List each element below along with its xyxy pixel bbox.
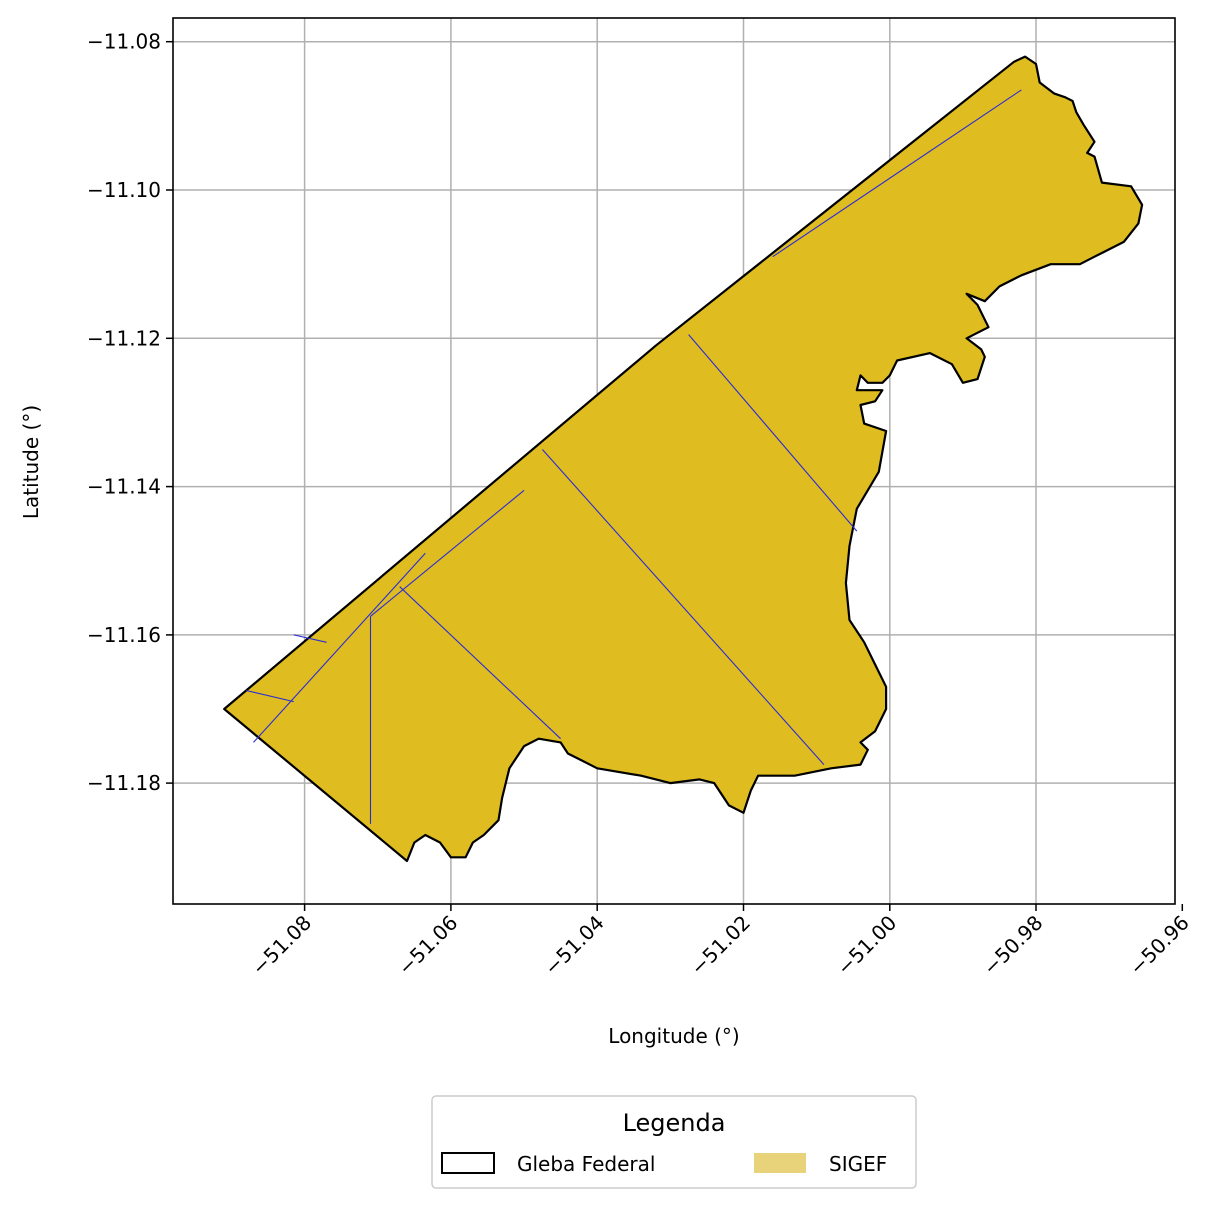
sigef-parcel-boundary: [293, 634, 327, 643]
x-tick-label: −51.06: [393, 911, 462, 980]
y-axis-label: Latitude (°): [19, 405, 43, 519]
sigef-parcel-boundary: [370, 489, 525, 617]
legend-title: Legenda: [623, 1109, 726, 1137]
legend-swatch-gleba-federal: [441, 1152, 495, 1174]
x-tick-label: −51.04: [539, 911, 608, 980]
x-tick-label: −51.08: [247, 911, 316, 980]
sigef-parcel-boundary: [772, 89, 1022, 258]
legend-label-sigef: SIGEF: [829, 1152, 887, 1176]
x-tick-label: −50.96: [1125, 911, 1194, 980]
gleba-federal-polygon: [223, 55, 1144, 863]
y-tick-label: −11.08: [87, 30, 161, 54]
x-tick-label: −50.98: [978, 911, 1047, 980]
sigef-parcel-boundary: [253, 552, 426, 743]
sigef-parcel-lines: [245, 89, 1022, 824]
y-tick-label: −11.10: [87, 178, 161, 202]
y-tick-label: −11.14: [87, 475, 161, 499]
legend-label-gleba-federal: Gleba Federal: [517, 1152, 655, 1176]
plot-border: [172, 17, 1176, 905]
x-tick-label: −51.02: [686, 911, 755, 980]
y-tick-label: −11.16: [87, 623, 161, 647]
y-tick-label: −11.12: [87, 326, 161, 350]
sigef-parcel-boundary: [541, 449, 825, 765]
x-axis-label: Longitude (°): [608, 1024, 739, 1048]
x-tick-label: −51.00: [832, 911, 901, 980]
x-axis: −51.08 −51.06 −51.04 −51.02 −51.00 −50.98 −50.…: [247, 904, 1194, 980]
sigef-parcel-boundary: [399, 586, 561, 740]
y-axis: −11.08 −11.10 −11.12 −11.14 −11.16 −11.18: [87, 30, 173, 795]
sigef-parcel-boundary: [688, 334, 858, 532]
plot-area: [172, 17, 1176, 905]
sigef-parcel-boundary: [245, 689, 294, 703]
legend-swatch-sigef: [754, 1153, 806, 1173]
y-tick-label: −11.18: [87, 771, 161, 795]
legend: Legenda Gleba Federal SIGEF: [431, 1095, 917, 1189]
